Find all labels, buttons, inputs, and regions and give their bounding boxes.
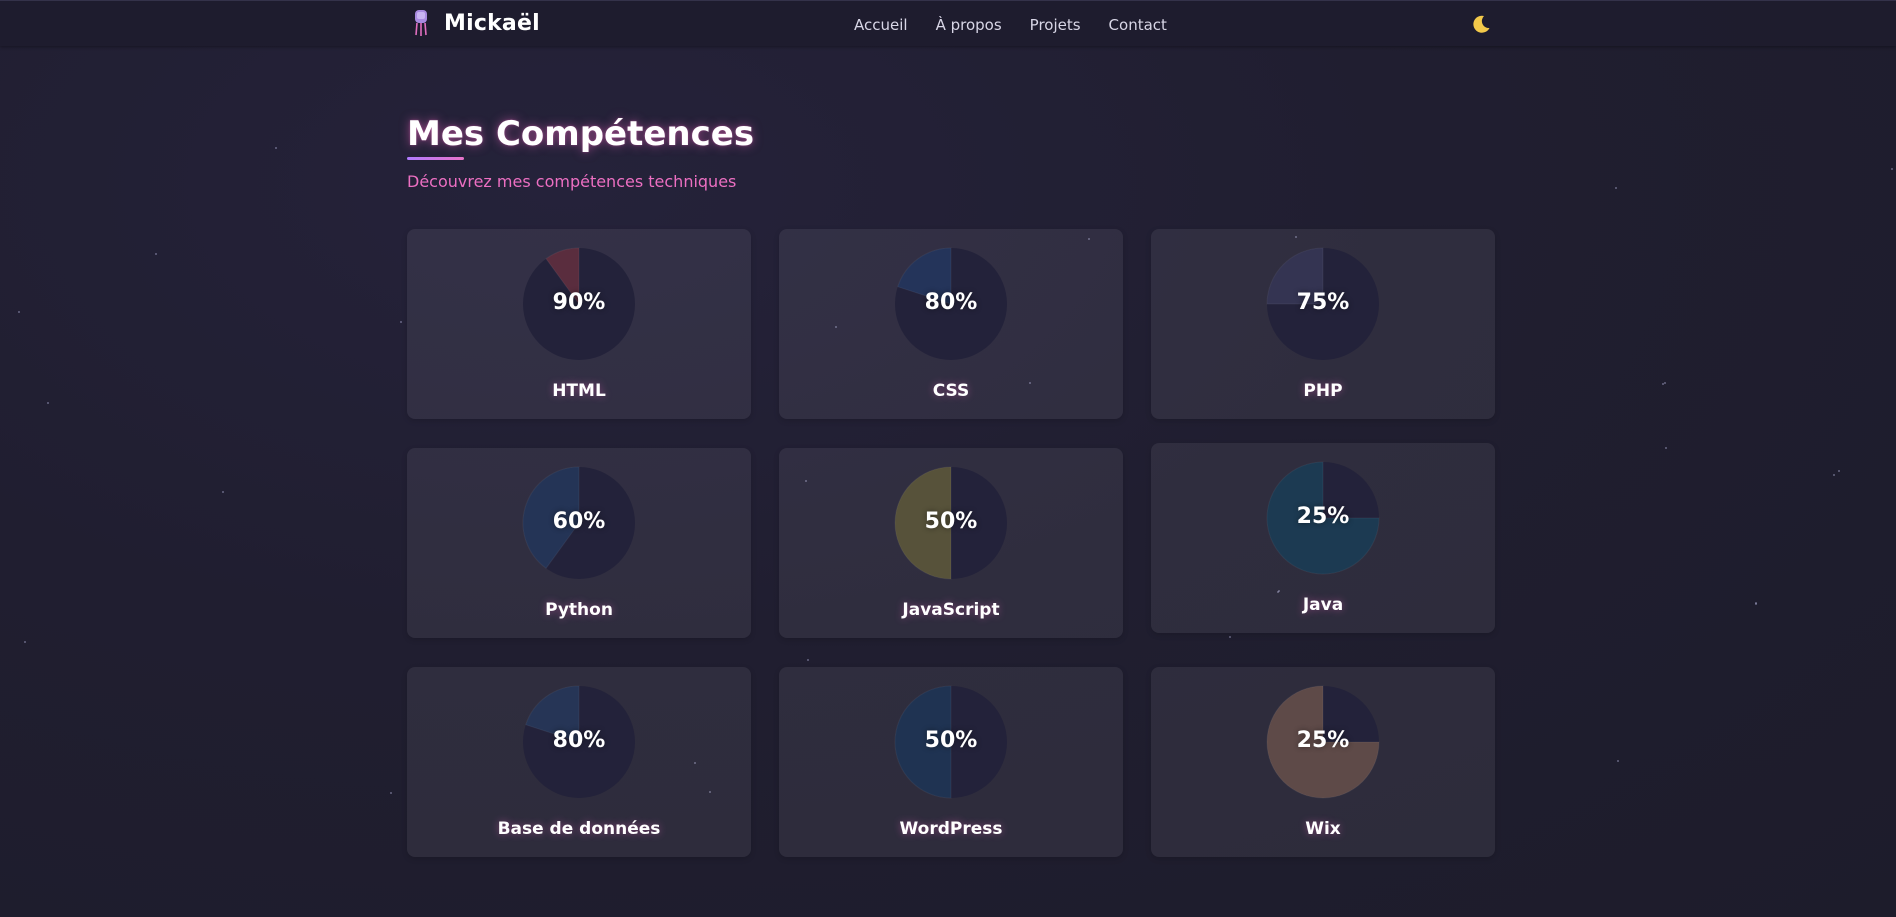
pie-slice <box>1266 685 1380 799</box>
page-title: Mes Compétences <box>407 114 755 154</box>
pie-slice <box>894 685 952 799</box>
skill-pie-chart <box>1266 247 1379 360</box>
nav-link-projets[interactable]: Projets <box>1029 16 1081 34</box>
skill-pie-chart <box>894 685 1007 799</box>
skill-name: WordPress <box>899 819 1003 839</box>
pie-slice <box>1266 247 1324 305</box>
skill-percent: 25% <box>1296 504 1350 529</box>
skill-pie-chart <box>1266 685 1380 799</box>
skill-card-html: 90% HTML <box>407 229 751 419</box>
moon-icon[interactable] <box>1470 13 1492 35</box>
star-dot <box>1665 447 1667 449</box>
star-dot <box>1615 187 1617 189</box>
pie-slice <box>525 685 580 743</box>
skill-name: Wix <box>1305 819 1341 839</box>
skill-pie-chart <box>522 466 635 579</box>
page-subtitle: Découvrez mes compétences techniques <box>407 172 737 191</box>
skill-percent: 25% <box>1296 728 1350 753</box>
pie-slice <box>897 247 952 305</box>
star-dot <box>155 253 157 255</box>
star-dot <box>222 491 224 493</box>
pie-slice <box>1266 461 1380 575</box>
star-dot <box>1662 383 1664 385</box>
star-dot <box>1838 470 1840 472</box>
skill-name: JavaScript <box>902 600 1000 620</box>
skill-name: Python <box>545 600 613 620</box>
pie-slice <box>545 247 580 306</box>
skill-card-php: 75% PHP <box>1151 229 1495 419</box>
star-dot <box>400 321 402 323</box>
skill-name: PHP <box>1303 381 1343 401</box>
nav-links: Accueil À propos Projets Contact <box>854 16 1167 34</box>
star-dot <box>1755 602 1757 604</box>
pie-slice <box>894 466 952 580</box>
skill-pie-chart <box>523 685 635 798</box>
title-underline <box>407 157 464 160</box>
skill-percent: 80% <box>552 728 606 753</box>
skill-name: CSS <box>932 381 970 401</box>
star-dot <box>275 147 277 149</box>
skill-card-css: 80% CSS <box>779 229 1123 419</box>
skill-percent: 50% <box>924 728 978 753</box>
skill-percent: 90% <box>552 290 606 315</box>
star-dot <box>1891 168 1893 170</box>
star-dot <box>1833 474 1835 476</box>
skill-pie-chart <box>523 247 635 360</box>
skill-card-base-de-donnees: 80% Base de données <box>407 667 751 857</box>
nav-link-accueil[interactable]: Accueil <box>854 16 908 34</box>
navbar: Mickaël Accueil À propos Projets Contact <box>0 0 1896 46</box>
nav-link-contact[interactable]: Contact <box>1108 16 1167 34</box>
star-dot <box>390 792 392 794</box>
pie-slice <box>522 466 580 569</box>
skill-name: Java <box>1302 595 1344 615</box>
skill-name: HTML <box>552 381 606 401</box>
nav-link-a-propos[interactable]: À propos <box>935 16 1002 34</box>
jellyfish-icon <box>415 10 427 36</box>
star-dot <box>1617 760 1619 762</box>
skill-percent: 60% <box>552 509 606 534</box>
star-dot <box>18 311 20 313</box>
star-dot <box>1664 382 1666 384</box>
skill-pie-chart <box>894 466 1007 580</box>
brand-link[interactable]: Mickaël <box>412 9 540 37</box>
skill-percent: 80% <box>924 290 978 315</box>
skill-card-wordpress: 50% WordPress <box>779 667 1123 857</box>
skill-pie-chart <box>895 247 1007 360</box>
star-dot <box>1755 603 1757 605</box>
star-dot <box>1229 636 1231 638</box>
skill-name: Base de données <box>497 819 661 839</box>
skill-pie-chart <box>1266 461 1380 575</box>
star-dot <box>47 402 49 404</box>
star-dot <box>807 659 809 661</box>
skill-percent: 50% <box>924 509 978 534</box>
brand-name: Mickaël <box>444 10 540 36</box>
star-dot <box>24 641 26 643</box>
skill-card-java: 25% Java <box>1151 443 1495 633</box>
skill-percent: 75% <box>1296 290 1350 315</box>
skill-card-python: 60% Python <box>407 448 751 638</box>
skill-card-wix: 25% Wix <box>1151 667 1495 857</box>
skill-card-javascript: 50% JavaScript <box>779 448 1123 638</box>
